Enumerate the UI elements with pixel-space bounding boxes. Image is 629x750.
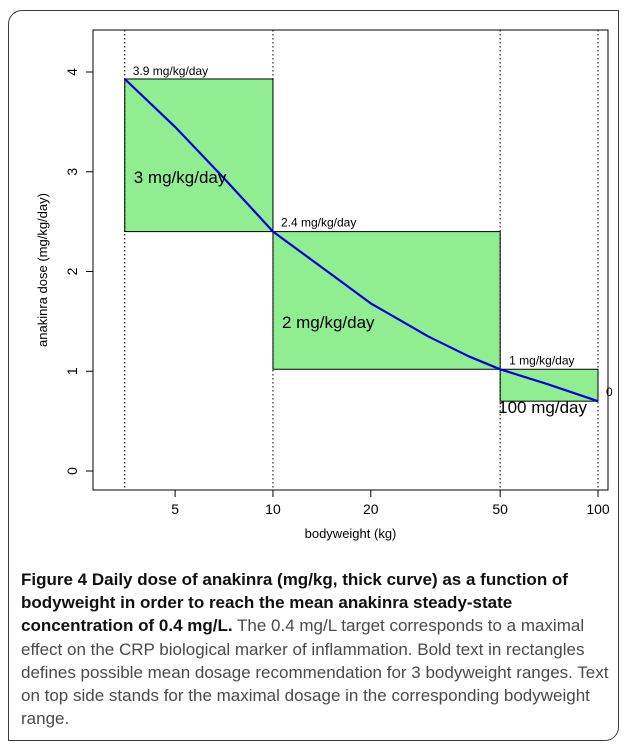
x-tick-label: 10	[265, 501, 281, 517]
curve-end-label: 0	[606, 385, 613, 399]
plot-box	[92, 29, 609, 491]
x-tick-label: 20	[363, 501, 379, 517]
rect-3-label: 100 mg/day	[498, 398, 587, 417]
y-axis-label: anakinra dose (mg/kg/day)	[35, 193, 50, 347]
rect-1-label: 3 mg/kg/day	[134, 168, 227, 187]
y-tick-label: 0	[64, 467, 80, 475]
caption-body-text: The 0.4 mg/L target corresponds to a max…	[21, 616, 609, 729]
rect-2-label: 2 mg/kg/day	[282, 313, 375, 332]
chart: 5 10 20 50 100 0 1 2 3 4 bodyweight (kg) anakinra d…	[35, 29, 613, 541]
figure-caption: Figure 4 Daily dose of anakinra (mg/kg, …	[21, 568, 613, 730]
rect-3-top-label: 1 mg/kg/day	[509, 353, 574, 367]
x-tick-label: 100	[586, 501, 610, 517]
caption-bold-text: Daily dose of anakinra (mg/kg, thick cur…	[21, 570, 568, 636]
figure-frame	[8, 10, 619, 741]
y-tick-label: 4	[64, 68, 80, 76]
y-tick-label: 3	[64, 168, 80, 176]
rect-1-top-label: 3.9 mg/kg/day	[133, 64, 208, 78]
dose-rect-2	[272, 231, 501, 370]
x-tick-label: 50	[492, 501, 508, 517]
x-tick-label: 5	[171, 501, 179, 517]
rect-2-top-label: 2.4 mg/kg/day	[281, 216, 356, 230]
x-axis-label: bodyweight (kg)	[305, 526, 397, 541]
y-tick-label: 2	[64, 267, 80, 275]
y-tick-label: 1	[64, 367, 80, 375]
figure-label: Figure 4	[21, 570, 88, 589]
dose-curve	[124, 78, 599, 403]
